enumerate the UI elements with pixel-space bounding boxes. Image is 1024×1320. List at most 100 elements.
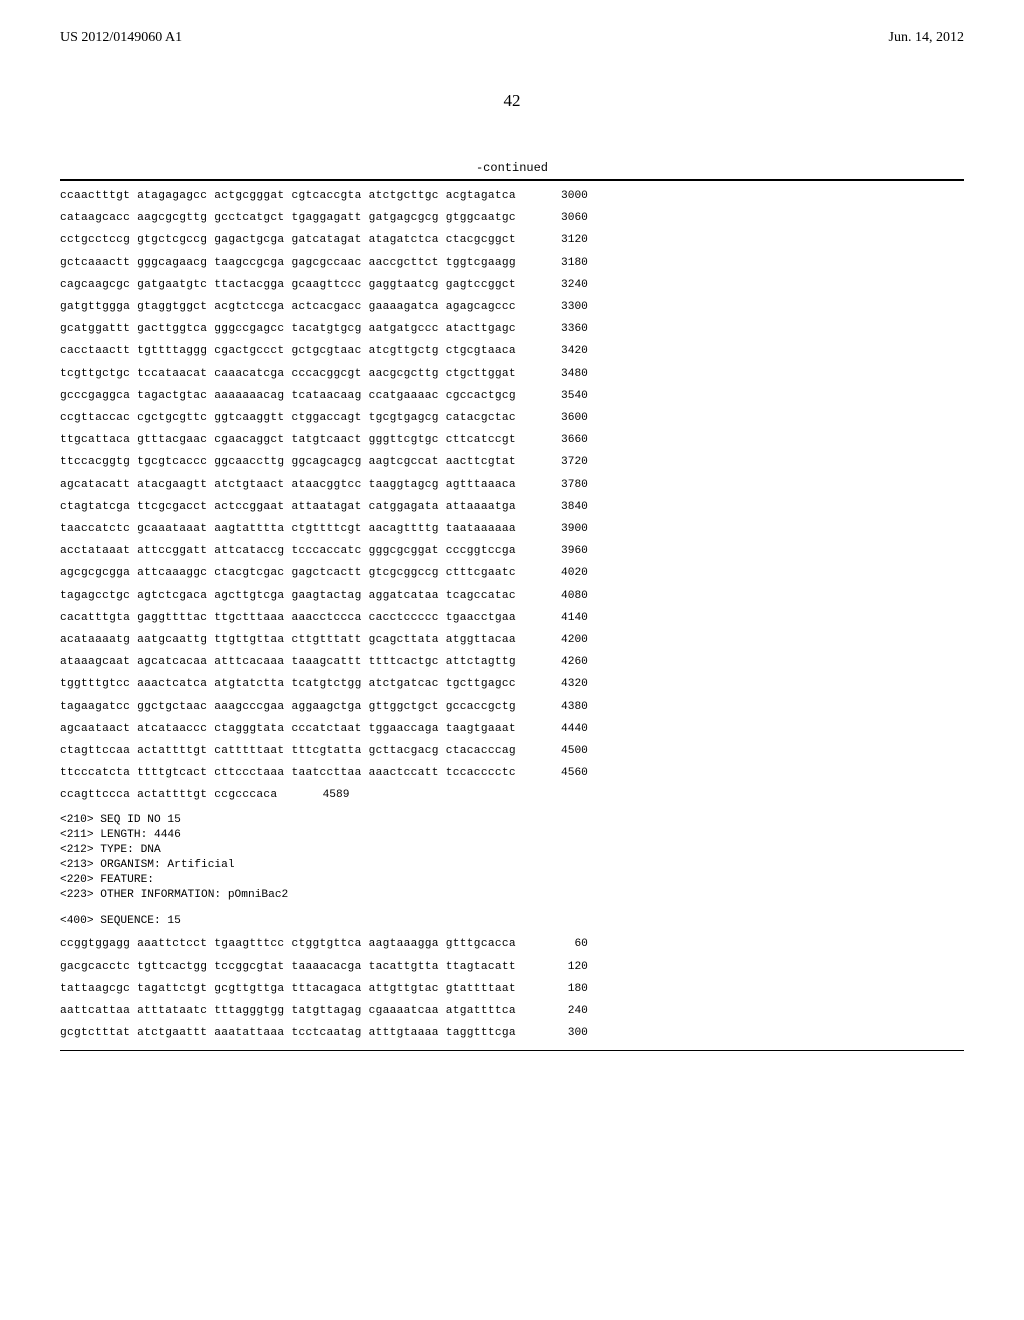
sequence-position: 4200	[544, 635, 588, 646]
divider-bottom	[60, 1050, 964, 1051]
sequence-position: 60	[544, 939, 588, 950]
sequence-text: aattcattaa atttataatc tttagggtgg tatgtta…	[60, 1006, 516, 1017]
sequence-row: agcgcgcgga attcaaaggc ctacgtcgac gagctca…	[60, 568, 964, 579]
sequence-position: 3900	[544, 524, 588, 535]
sequence-position: 4560	[544, 768, 588, 779]
sequence-text: gatgttggga gtaggtggct acgtctccga actcacg…	[60, 302, 516, 313]
sequence-text: tattaagcgc tagattctgt gcgttgttga tttacag…	[60, 984, 516, 995]
sequence-position: 3360	[544, 324, 588, 335]
sequence-row: agcatacatt atacgaagtt atctgtaact ataacgg…	[60, 480, 964, 491]
sequence-position: 300	[544, 1028, 588, 1039]
sequence-row: acataaaatg aatgcaattg ttgttgttaa cttgttt…	[60, 635, 964, 646]
sequence-text: ttgcattaca gtttacgaac cgaacaggct tatgtca…	[60, 435, 516, 446]
sequence-text: agcaataact atcataaccc ctagggtata cccatct…	[60, 724, 516, 735]
sequence-position: 4260	[544, 657, 588, 668]
sequence-text: agcgcgcgga attcaaaggc ctacgtcgac gagctca…	[60, 568, 516, 579]
sequence-row: tattaagcgc tagattctgt gcgttgttga tttacag…	[60, 984, 964, 995]
sequence-row: tagagcctgc agtctcgaca agcttgtcga gaagtac…	[60, 591, 964, 602]
sequence-position: 4380	[544, 702, 588, 713]
sequence-row: tagaagatcc ggctgctaac aaagcccgaa aggaagc…	[60, 702, 964, 713]
page-header: US 2012/0149060 A1 Jun. 14, 2012	[60, 30, 964, 46]
sequence-position: 3540	[544, 391, 588, 402]
sequence-row: ttgcattaca gtttacgaac cgaacaggct tatgtca…	[60, 435, 964, 446]
sequence-row: gcgtctttat atctgaattt aaatattaaa tcctcaa…	[60, 1028, 964, 1039]
sequence-position: 240	[544, 1006, 588, 1017]
meta-type: <212> TYPE: DNA	[60, 843, 964, 858]
sequence-row: cacctaactt tgttttaggg cgactgccct gctgcgt…	[60, 346, 964, 357]
sequence-text: gctcaaactt gggcagaacg taagccgcga gagcgcc…	[60, 258, 516, 269]
sequence-row: ataaagcaat agcatcacaa atttcacaaa taaagca…	[60, 657, 964, 668]
sequence-position: 4440	[544, 724, 588, 735]
meta-length: <211> LENGTH: 4446	[60, 828, 964, 843]
sequence-row: gctcaaactt gggcagaacg taagccgcga gagcgcc…	[60, 258, 964, 269]
sequence-row: cagcaagcgc gatgaatgtc ttactacgga gcaagtt…	[60, 280, 964, 291]
sequence-text: tcgttgctgc tccataacat caaacatcga cccacgg…	[60, 369, 516, 380]
sequence-text: agcatacatt atacgaagtt atctgtaact ataacgg…	[60, 480, 516, 491]
sequence-position: 3840	[544, 502, 588, 513]
sequence-position: 4080	[544, 591, 588, 602]
meta-seq-id: <210> SEQ ID NO 15	[60, 813, 964, 828]
sequence-position: 3660	[544, 435, 588, 446]
sequence-row: tcgttgctgc tccataacat caaacatcga cccacgg…	[60, 369, 964, 380]
sequence-row: gcccgaggca tagactgtac aaaaaaacag tcataac…	[60, 391, 964, 402]
sequence-text: ctagtatcga ttcgcgacct actccggaat attaata…	[60, 502, 516, 513]
sequence-row: ccggtggagg aaattctcct tgaagtttcc ctggtgt…	[60, 939, 964, 950]
sequence-row: gatgttggga gtaggtggct acgtctccga actcacg…	[60, 302, 964, 313]
sequence-position: 4020	[544, 568, 588, 579]
sequence-position: 3000	[544, 191, 588, 202]
sequence-text: cataagcacc aagcgcgttg gcctcatgct tgaggag…	[60, 213, 516, 224]
sequence-row: acctataaat attccggatt attcataccg tcccacc…	[60, 546, 964, 557]
sequence-row: ccagttccca actattttgt ccgcccaca4589	[60, 790, 964, 801]
sequence-position: 3720	[544, 457, 588, 468]
sequence-position: 3180	[544, 258, 588, 269]
sequence-text: cacatttgta gaggttttac ttgctttaaa aaacctc…	[60, 613, 516, 624]
sequence-row: taaccatctc gcaaataaat aagtatttta ctgtttt…	[60, 524, 964, 535]
sequence-text: acataaaatg aatgcaattg ttgttgttaa cttgttt…	[60, 635, 516, 646]
sequence-text: ctagttccaa actattttgt catttttaat tttcgta…	[60, 746, 516, 757]
sequence-label: <400> SEQUENCE: 15	[60, 915, 964, 927]
sequence-text: ttcccatcta ttttgtcact cttccctaaa taatcct…	[60, 768, 516, 779]
sequence-position: 3120	[544, 235, 588, 246]
sequence-position: 4320	[544, 679, 588, 690]
divider-top	[60, 179, 964, 181]
sequence-position: 3420	[544, 346, 588, 357]
sequence-text: ccggtggagg aaattctcct tgaagtttcc ctggtgt…	[60, 939, 516, 950]
sequence-row: ctagttccaa actattttgt catttttaat tttcgta…	[60, 746, 964, 757]
sequence-row: ccgttaccac cgctgcgttc ggtcaaggtt ctggacc…	[60, 413, 964, 424]
sequence-position: 4589	[305, 790, 349, 801]
sequence-text: gcccgaggca tagactgtac aaaaaaacag tcataac…	[60, 391, 516, 402]
sequence-row: ttcccatcta ttttgtcact cttccctaaa taatcct…	[60, 768, 964, 779]
sequence-block-2: ccggtggagg aaattctcct tgaagtttcc ctggtgt…	[60, 939, 964, 1039]
sequence-text: cagcaagcgc gatgaatgtc ttactacgga gcaagtt…	[60, 280, 516, 291]
sequence-position: 120	[544, 962, 588, 973]
patent-date: Jun. 14, 2012	[889, 30, 964, 46]
sequence-text: ataaagcaat agcatcacaa atttcacaaa taaagca…	[60, 657, 516, 668]
sequence-position: 4500	[544, 746, 588, 757]
sequence-row: gcatggattt gacttggtca gggccgagcc tacatgt…	[60, 324, 964, 335]
meta-other: <223> OTHER INFORMATION: pOmniBac2	[60, 888, 964, 903]
sequence-row: gacgcacctc tgttcactgg tccggcgtat taaaaca…	[60, 962, 964, 973]
meta-organism: <213> ORGANISM: Artificial	[60, 858, 964, 873]
sequence-text: ccaactttgt atagagagcc actgcgggat cgtcacc…	[60, 191, 516, 202]
sequence-position: 3480	[544, 369, 588, 380]
sequence-text: cacctaactt tgttttaggg cgactgccct gctgcgt…	[60, 346, 516, 357]
sequence-metadata: <210> SEQ ID NO 15 <211> LENGTH: 4446 <2…	[60, 813, 964, 904]
sequence-position: 180	[544, 984, 588, 995]
sequence-position: 3060	[544, 213, 588, 224]
continued-label: -continued	[60, 161, 964, 175]
sequence-position: 4140	[544, 613, 588, 624]
sequence-position: 3240	[544, 280, 588, 291]
sequence-row: ccaactttgt atagagagcc actgcgggat cgtcacc…	[60, 191, 964, 202]
sequence-text: cctgcctccg gtgctcgccg gagactgcga gatcata…	[60, 235, 516, 246]
sequence-block-1: ccaactttgt atagagagcc actgcgggat cgtcacc…	[60, 191, 964, 802]
sequence-row: cctgcctccg gtgctcgccg gagactgcga gatcata…	[60, 235, 964, 246]
sequence-row: cacatttgta gaggttttac ttgctttaaa aaacctc…	[60, 613, 964, 624]
sequence-position: 3960	[544, 546, 588, 557]
sequence-text: tagagcctgc agtctcgaca agcttgtcga gaagtac…	[60, 591, 516, 602]
patent-number: US 2012/0149060 A1	[60, 30, 182, 46]
sequence-text: tagaagatcc ggctgctaac aaagcccgaa aggaagc…	[60, 702, 516, 713]
sequence-row: ctagtatcga ttcgcgacct actccggaat attaata…	[60, 502, 964, 513]
sequence-text: ttccacggtg tgcgtcaccc ggcaaccttg ggcagca…	[60, 457, 516, 468]
sequence-row: cataagcacc aagcgcgttg gcctcatgct tgaggag…	[60, 213, 964, 224]
page-number: 42	[60, 91, 964, 111]
